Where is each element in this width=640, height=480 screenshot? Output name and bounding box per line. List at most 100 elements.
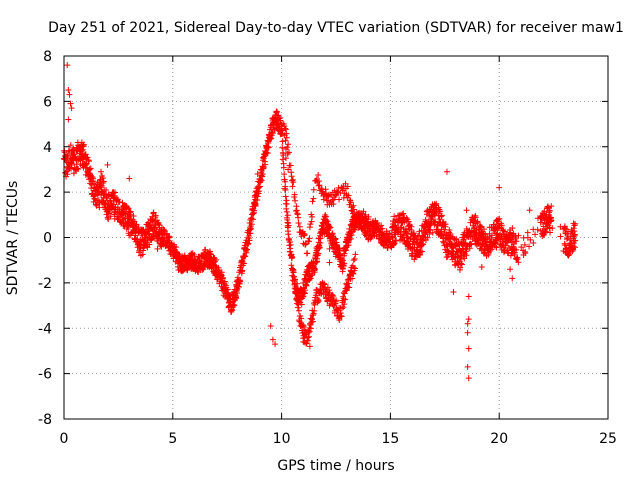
data-point xyxy=(304,250,311,257)
y-tick-label: -6 xyxy=(38,367,52,383)
data-point xyxy=(526,243,533,250)
data-point xyxy=(246,237,253,244)
data-point xyxy=(388,233,395,240)
data-point xyxy=(513,238,520,245)
data-point xyxy=(507,266,514,273)
data-point xyxy=(68,105,75,112)
data-point xyxy=(264,150,271,157)
data-point xyxy=(130,212,137,219)
data-point xyxy=(514,256,521,263)
data-point xyxy=(298,315,305,322)
data-point xyxy=(464,363,471,370)
data-point xyxy=(283,134,290,141)
x-tick-label: 0 xyxy=(60,431,69,447)
data-point xyxy=(349,275,356,282)
data-point xyxy=(348,231,355,238)
data-point xyxy=(314,258,321,265)
data-point xyxy=(311,266,318,273)
data-point xyxy=(287,241,294,248)
data-point xyxy=(289,254,296,261)
data-point xyxy=(306,333,313,340)
data-point xyxy=(404,234,411,241)
data-point xyxy=(420,241,427,248)
data-point xyxy=(96,204,103,211)
data-point xyxy=(295,214,302,221)
data-point xyxy=(315,297,322,304)
data-point xyxy=(296,318,303,325)
data-point xyxy=(310,195,317,202)
data-point xyxy=(251,207,258,214)
data-point xyxy=(320,196,327,203)
data-point xyxy=(75,166,82,173)
data-point xyxy=(341,301,348,308)
data-point xyxy=(98,182,105,189)
x-tick-label: 15 xyxy=(381,431,399,447)
data-point xyxy=(294,304,301,311)
data-point xyxy=(338,313,345,320)
data-point xyxy=(513,246,520,253)
data-point xyxy=(305,334,312,341)
data-point xyxy=(285,141,292,148)
data-point xyxy=(67,100,74,107)
data-point xyxy=(87,165,94,172)
y-tick-label: 8 xyxy=(43,49,52,65)
data-point xyxy=(336,245,343,252)
data-point xyxy=(112,189,119,196)
data-point xyxy=(119,199,126,206)
data-point xyxy=(113,196,120,203)
data-point xyxy=(306,235,313,242)
data-point xyxy=(104,214,111,221)
data-point xyxy=(277,117,284,124)
data-point xyxy=(285,222,292,229)
data-point xyxy=(301,289,308,296)
data-point xyxy=(542,228,549,235)
data-point xyxy=(250,216,257,223)
data-point xyxy=(282,155,289,162)
data-point xyxy=(239,267,246,274)
data-point xyxy=(265,144,272,151)
data-point xyxy=(396,212,403,219)
data-point xyxy=(289,183,296,190)
data-point xyxy=(259,171,266,178)
data-point xyxy=(248,221,255,228)
data-point xyxy=(237,278,244,285)
data-point xyxy=(515,232,522,239)
data-point xyxy=(350,257,357,264)
data-point xyxy=(391,213,398,220)
data-point xyxy=(408,223,415,230)
data-point xyxy=(465,375,472,382)
data-point xyxy=(283,208,290,215)
data-point xyxy=(100,179,107,186)
data-point xyxy=(524,229,531,236)
data-point xyxy=(309,213,316,220)
data-point xyxy=(498,222,505,229)
data-point xyxy=(351,255,358,262)
y-tick-label: -4 xyxy=(38,321,52,337)
data-point xyxy=(437,208,444,215)
data-point xyxy=(66,91,73,98)
data-point xyxy=(443,168,450,175)
data-point xyxy=(329,230,336,237)
data-point xyxy=(64,153,71,160)
data-point xyxy=(406,240,413,247)
chart-title: Day 251 of 2021, Sidereal Day-to-day VTE… xyxy=(48,20,624,36)
y-axis-ticks: -8 -6 -4 -2 0 2 4 6 8 xyxy=(38,49,608,428)
data-point xyxy=(409,252,416,259)
data-point xyxy=(295,307,302,314)
data-point xyxy=(315,296,322,303)
data-point xyxy=(280,164,287,171)
data-point xyxy=(496,215,503,222)
data-point xyxy=(254,196,261,203)
x-tick-label: 20 xyxy=(490,431,508,447)
data-point xyxy=(235,283,242,290)
data-point xyxy=(547,229,554,236)
data-point xyxy=(256,188,263,195)
data-point xyxy=(309,198,316,205)
y-tick-label: 6 xyxy=(43,94,52,110)
y-tick-label: -8 xyxy=(38,412,52,428)
data-point xyxy=(220,274,227,281)
data-point xyxy=(280,152,287,159)
data-point xyxy=(345,192,352,199)
data-point xyxy=(140,247,147,254)
data-point xyxy=(287,162,294,169)
